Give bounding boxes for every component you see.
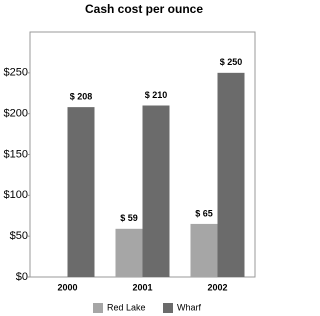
- y-tick-label: $250: [4, 67, 28, 79]
- bar: [67, 107, 95, 277]
- y-tick-label: $150: [4, 148, 28, 160]
- value-label: $ 65: [195, 208, 213, 218]
- x-tick-label: 2002: [207, 282, 227, 292]
- bar: [217, 72, 245, 277]
- chart: Cash cost per ounce $0 $50 $100 $150 $200 $25…: [4, 2, 256, 313]
- value-label: $ 250: [220, 57, 243, 67]
- bar: [190, 223, 218, 277]
- legend-swatch: [163, 303, 173, 313]
- x-tick-label: 2000: [57, 282, 77, 292]
- bar: [142, 105, 170, 277]
- legend-label: Red Lake: [107, 302, 146, 312]
- chart-title: Cash cost per ounce: [85, 2, 203, 16]
- y-tick-label: $0: [16, 271, 28, 283]
- y-tick-label: $200: [4, 108, 28, 120]
- bar: [115, 228, 143, 277]
- y-tick-label: $100: [4, 189, 28, 201]
- y-tick-label: $50: [10, 230, 28, 242]
- legend-label: Wharf: [177, 302, 202, 312]
- x-tick-label: 2001: [132, 282, 152, 292]
- value-label: $ 208: [70, 92, 93, 102]
- value-label: $ 210: [145, 90, 168, 100]
- legend-swatch: [93, 303, 103, 313]
- value-label: $ 59: [120, 213, 138, 223]
